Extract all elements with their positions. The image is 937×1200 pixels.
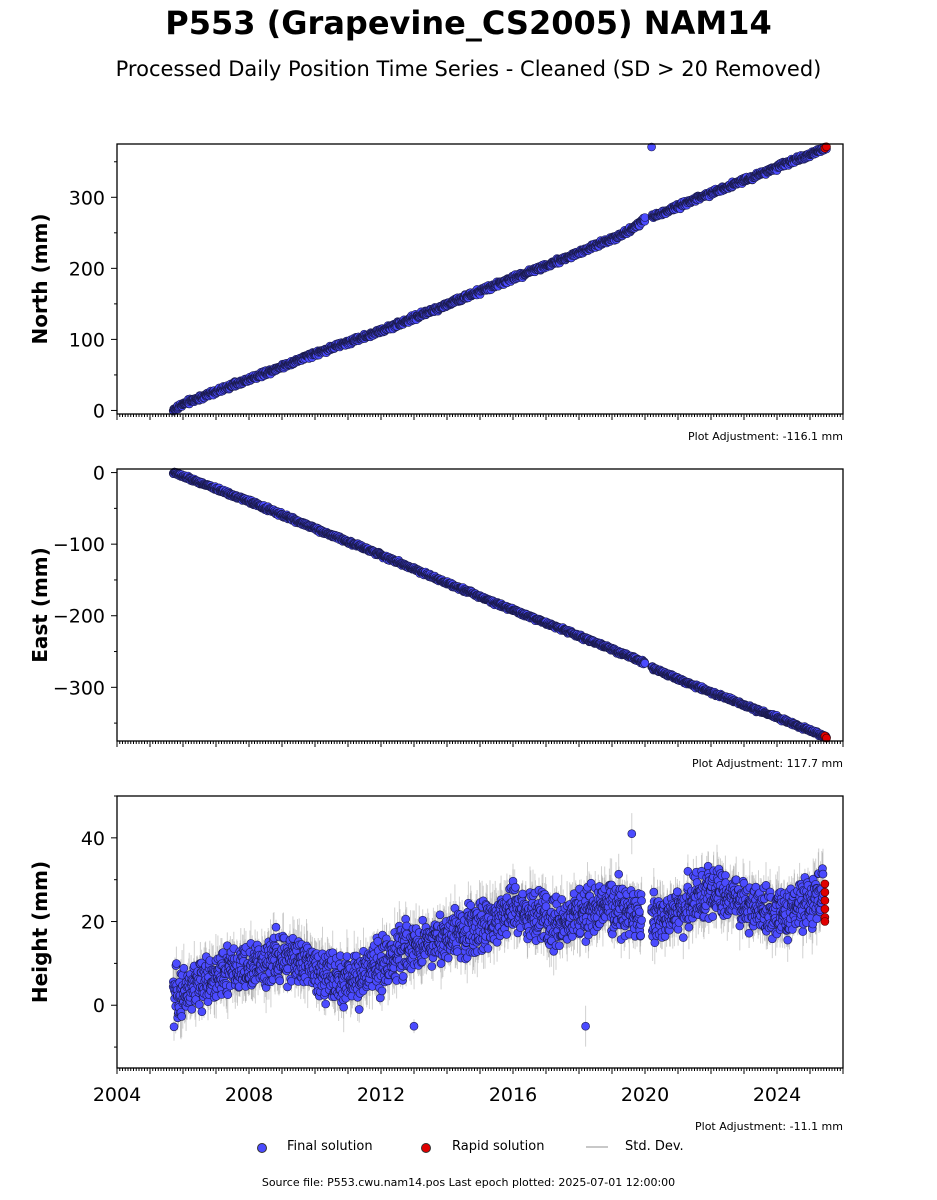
plot-1-marks: [168, 467, 831, 743]
final-solution-point: [640, 213, 650, 222]
y-tick-label: 300: [69, 187, 105, 209]
plot-adjustment-note: Plot Adjustment: -116.1 mm: [688, 430, 843, 443]
y-tick-label: 200: [69, 258, 105, 280]
chart-subtitle: Processed Daily Position Time Series - C…: [115, 57, 822, 81]
y-axis-label: North (mm): [28, 213, 52, 344]
y-tick-label: 0: [93, 400, 105, 422]
y-tick-label: 100: [69, 329, 105, 351]
chart-title: P553 (Grapevine_CS2005) NAM14: [165, 4, 772, 42]
plot-0-marks: [168, 142, 831, 416]
